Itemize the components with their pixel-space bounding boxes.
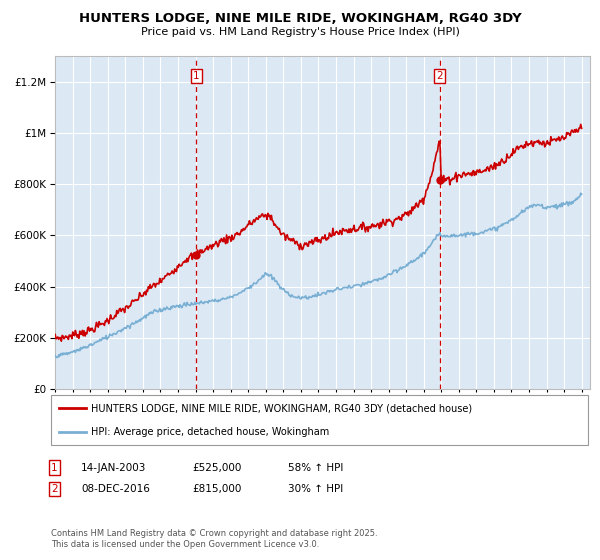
Text: 30% ↑ HPI: 30% ↑ HPI (288, 484, 343, 494)
Text: £525,000: £525,000 (192, 463, 241, 473)
Text: 2: 2 (51, 484, 58, 494)
Text: £815,000: £815,000 (192, 484, 241, 494)
Text: Contains HM Land Registry data © Crown copyright and database right 2025.
This d: Contains HM Land Registry data © Crown c… (51, 529, 377, 549)
Text: 58% ↑ HPI: 58% ↑ HPI (288, 463, 343, 473)
Text: 2: 2 (437, 71, 443, 81)
FancyBboxPatch shape (51, 395, 588, 445)
Text: 1: 1 (51, 463, 58, 473)
Text: Price paid vs. HM Land Registry's House Price Index (HPI): Price paid vs. HM Land Registry's House … (140, 27, 460, 37)
Text: 1: 1 (193, 71, 200, 81)
Text: HPI: Average price, detached house, Wokingham: HPI: Average price, detached house, Woki… (91, 427, 329, 437)
Text: 14-JAN-2003: 14-JAN-2003 (81, 463, 146, 473)
Text: 08-DEC-2016: 08-DEC-2016 (81, 484, 150, 494)
Text: HUNTERS LODGE, NINE MILE RIDE, WOKINGHAM, RG40 3DY (detached house): HUNTERS LODGE, NINE MILE RIDE, WOKINGHAM… (91, 403, 472, 413)
Text: HUNTERS LODGE, NINE MILE RIDE, WOKINGHAM, RG40 3DY: HUNTERS LODGE, NINE MILE RIDE, WOKINGHAM… (79, 12, 521, 25)
